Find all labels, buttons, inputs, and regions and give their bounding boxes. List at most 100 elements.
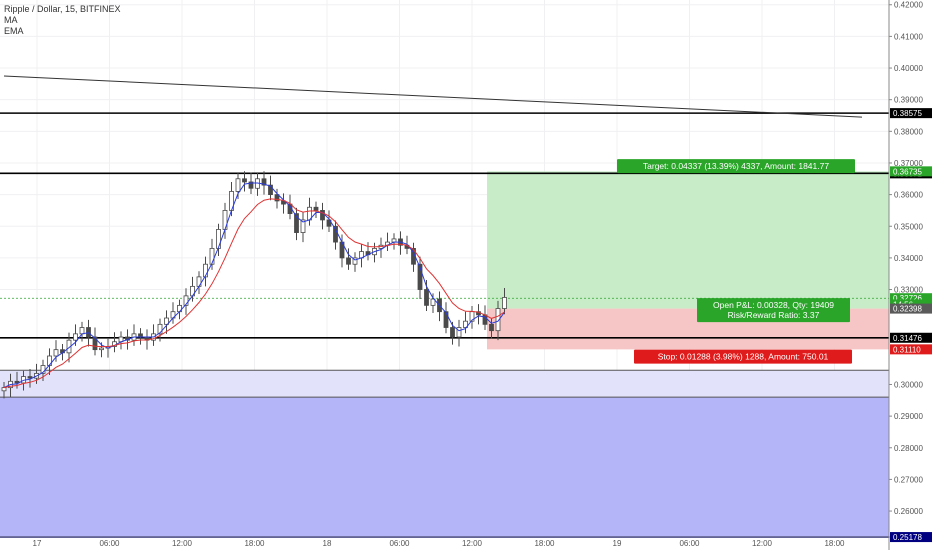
x-tick-label: 18:00 (824, 539, 845, 548)
candle-body (294, 213, 299, 233)
candle (118, 331, 124, 350)
y-tick-label: 0.36000 (894, 191, 923, 200)
candle-body (495, 308, 501, 332)
target-label: Target: 0.04337 (13.39%) 4337, Amount: 1… (617, 159, 855, 174)
candle (359, 243, 364, 268)
candle (463, 311, 468, 334)
candle-body (274, 194, 280, 202)
x-tick-label: 18 (323, 539, 332, 548)
candle (261, 171, 267, 195)
candle-body (326, 219, 332, 227)
y-tick: 0.41000 (889, 32, 923, 41)
candle-body (346, 257, 351, 265)
y-tick-label: 0.34000 (894, 254, 923, 263)
badge-label: 0.25178 (893, 533, 922, 542)
candle (255, 173, 260, 196)
candle (313, 201, 319, 219)
candle (112, 332, 117, 353)
x-tick-label: 17 (33, 539, 42, 548)
badge-label: 0.31476 (893, 334, 922, 343)
badge-label: 0.32398 (893, 305, 922, 314)
x-tick-label: 06:00 (679, 539, 700, 548)
candle-body (242, 178, 247, 183)
y-tick: 0.28000 (889, 444, 923, 453)
candle (476, 304, 481, 325)
y-tick-label: 0.41000 (894, 32, 923, 41)
stop-label: Stop: 0.01288 (3.98%) 1288, Amount: 750.… (634, 349, 852, 364)
y-tick-label: 0.35000 (894, 222, 923, 231)
x-tick-label: 06:00 (99, 539, 120, 548)
candle (235, 173, 241, 200)
symbol-title: Ripple / Dollar, 15, BITFINEX (4, 4, 121, 14)
candle (424, 280, 429, 312)
lower-zone (0, 397, 889, 537)
candle-body (99, 347, 104, 351)
y-tick: 0.27000 (889, 475, 923, 484)
candle-body (14, 380, 20, 384)
axis-badge: 0.32398 (890, 303, 932, 314)
candle (53, 340, 59, 362)
candle-body (450, 327, 455, 338)
y-tick: 0.34000 (889, 254, 923, 263)
candle (333, 220, 338, 250)
candle (489, 318, 494, 339)
candle (281, 193, 286, 214)
candle (378, 237, 384, 258)
y-tick-label: 0.38000 (894, 127, 923, 136)
candle (196, 271, 202, 294)
candle-body (92, 336, 98, 351)
candle-body (248, 181, 254, 189)
y-tick: 0.39000 (889, 96, 923, 105)
y-tick-label: 0.30000 (894, 380, 923, 389)
candle-body (424, 289, 429, 306)
x-tick-label: 12:00 (462, 539, 483, 548)
candle (1, 381, 7, 399)
candle-body (456, 327, 462, 338)
badge-bg (890, 344, 932, 355)
candle-body (1, 387, 7, 392)
candle (131, 324, 137, 346)
candle (469, 305, 475, 329)
pnl-label: Open P&L: 0.00328, Qty: 19409Risk/Reward… (697, 298, 850, 323)
candle-body (203, 263, 208, 278)
candle-body (268, 184, 273, 196)
candle-body (157, 323, 163, 335)
indicator-ma[interactable]: MA (4, 15, 18, 25)
y-tick: 0.33000 (889, 286, 923, 295)
y-tick: 0.29000 (889, 412, 923, 421)
price-line-badge: 0.25178 (890, 532, 932, 543)
y-tick-label: 0.28000 (894, 444, 923, 453)
badge-bg (890, 166, 932, 177)
candle (138, 328, 143, 345)
y-tick-label: 0.39000 (894, 96, 923, 105)
x-tick-label: 19 (613, 539, 622, 548)
candle (391, 233, 397, 250)
candle (27, 368, 33, 388)
candle (385, 232, 390, 251)
y-tick-label: 0.33000 (894, 286, 923, 295)
pnl-label-text: Risk/Reward Ratio: 3.37 (728, 310, 820, 320)
candle-body (209, 248, 215, 265)
candle-body (86, 327, 91, 338)
candle (326, 210, 332, 232)
trendline (3, 75, 863, 118)
axis-badge: 0.36735 (890, 166, 932, 177)
stop-label-bg (634, 349, 852, 364)
candle (502, 287, 507, 315)
candle-body (417, 263, 423, 290)
y-tick-label: 0.42000 (894, 1, 923, 10)
y-tick-label: 0.26000 (894, 507, 923, 516)
candle-body (53, 349, 59, 357)
candle-body (489, 323, 494, 332)
candle-body (79, 327, 85, 335)
candle-body (313, 206, 319, 211)
indicator-ema[interactable]: EMA (4, 26, 24, 36)
candle (151, 324, 156, 346)
badge-bg (890, 303, 932, 314)
y-tick-label: 0.37000 (894, 159, 923, 168)
badge-label: 0.38575 (893, 109, 922, 118)
candle (456, 319, 462, 347)
target-zone (487, 171, 889, 309)
candle (203, 256, 208, 287)
